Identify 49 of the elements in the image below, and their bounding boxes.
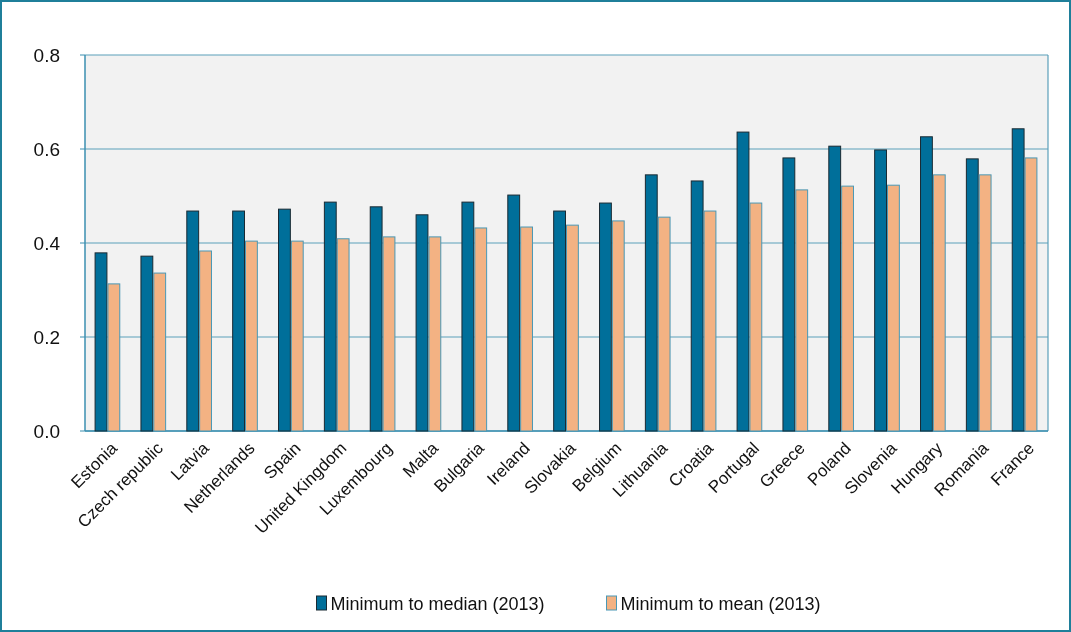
bar — [828, 145, 842, 432]
bar — [795, 189, 809, 432]
bar — [290, 240, 304, 432]
bar — [461, 201, 475, 432]
bar — [1011, 128, 1025, 432]
bar — [736, 131, 750, 432]
y-tick-label: 0.0 — [33, 420, 60, 442]
bar — [428, 236, 442, 432]
bar — [520, 226, 533, 432]
bar — [232, 210, 245, 432]
bar — [94, 252, 108, 432]
bar — [690, 180, 704, 432]
bar — [841, 185, 854, 432]
bar — [566, 224, 579, 432]
bar — [245, 240, 258, 432]
bar — [186, 210, 200, 432]
bar — [920, 136, 933, 432]
bar — [415, 214, 429, 432]
y-tick-label: 0.4 — [33, 232, 61, 254]
bar — [965, 158, 979, 432]
bar — [874, 149, 887, 432]
y-tick-label: 0.6 — [33, 138, 60, 160]
y-tick-label: 0.8 — [33, 44, 60, 66]
bar — [611, 220, 625, 432]
bar — [199, 250, 212, 432]
bar — [644, 174, 658, 432]
legend-label: Minimum to median (2013) — [330, 594, 545, 615]
legend-label: Minimum to mean (2013) — [620, 594, 821, 615]
bar — [140, 255, 154, 432]
bar — [932, 174, 946, 432]
bar — [382, 236, 396, 432]
bar — [978, 174, 992, 432]
bar — [474, 227, 488, 432]
bar — [703, 210, 717, 432]
bar — [749, 202, 763, 432]
bar — [1024, 157, 1038, 432]
bar — [107, 283, 121, 432]
y-tick-label: 0.2 — [33, 326, 60, 348]
bar — [887, 184, 900, 432]
bar — [278, 208, 291, 432]
bar — [336, 238, 350, 432]
bar — [657, 216, 671, 432]
bar — [599, 202, 612, 432]
bar — [323, 201, 337, 432]
bar — [507, 194, 521, 432]
bar — [553, 210, 566, 432]
bar — [153, 272, 167, 432]
bar — [782, 157, 796, 432]
bar — [369, 206, 383, 432]
